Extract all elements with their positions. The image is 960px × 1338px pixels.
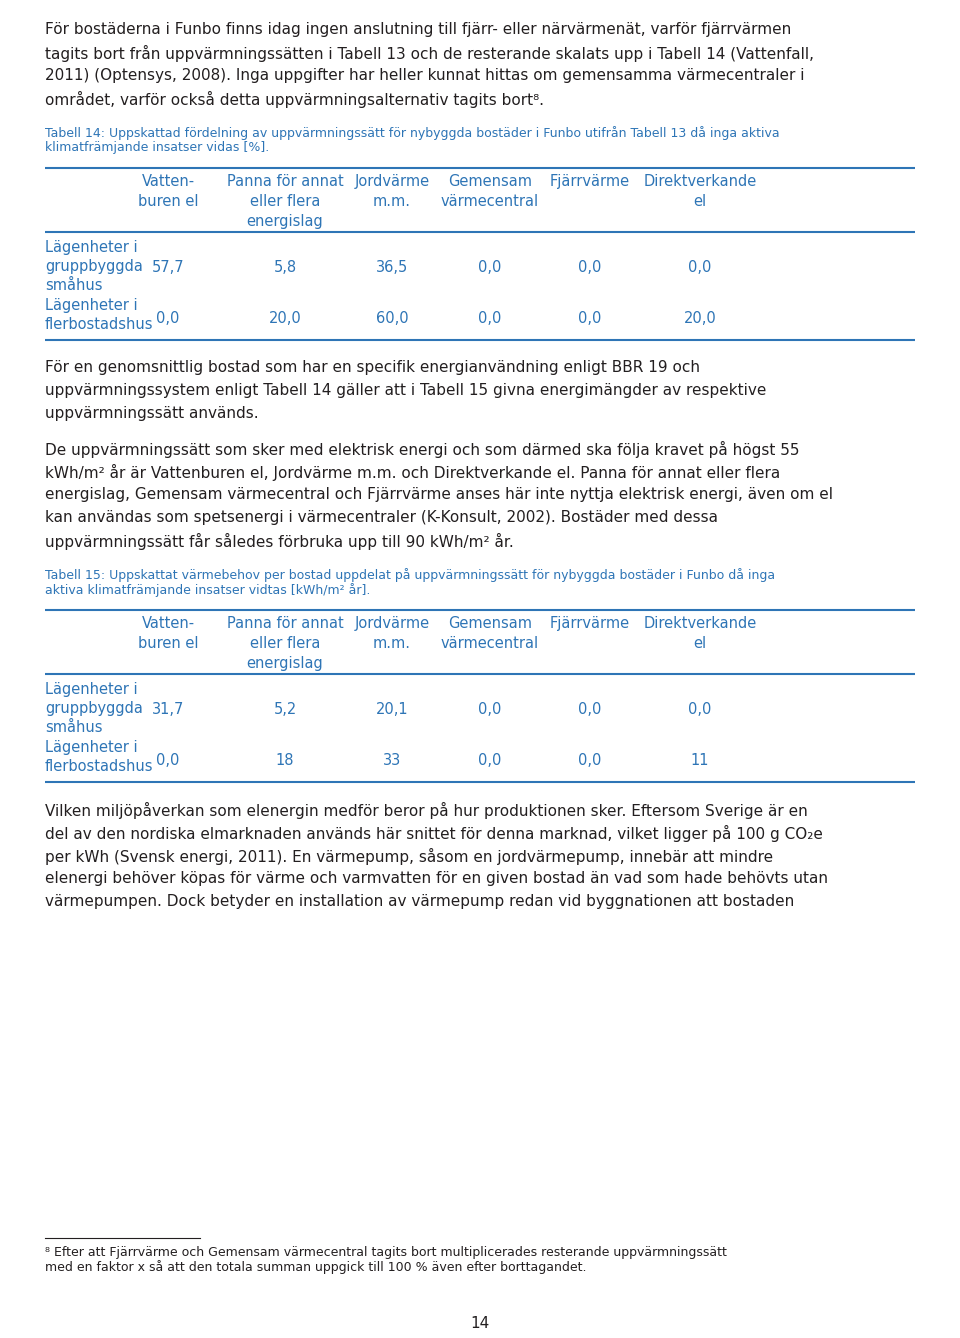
Text: Fjärrvärme: Fjärrvärme [550,615,630,632]
Text: Jordvärme
m.m.: Jordvärme m.m. [354,174,429,209]
Text: uppvärmningssystem enligt Tabell 14 gäller att i Tabell 15 givna energimängder a: uppvärmningssystem enligt Tabell 14 gäll… [45,383,766,397]
Text: Panna för annat
eller flera
energislag: Panna för annat eller flera energislag [227,174,344,229]
Text: del av den nordiska elmarknaden används här snittet för denna marknad, vilket li: del av den nordiska elmarknaden används … [45,826,823,842]
Text: med en faktor x så att den totala summan uppgick till 100 % även efter borttagan: med en faktor x så att den totala summan… [45,1260,587,1274]
Text: De uppvärmningssätt som sker med elektrisk energi och som därmed ska följa krave: De uppvärmningssätt som sker med elektri… [45,442,800,458]
Text: tagits bort från uppvärmningssätten i Tabell 13 och de resterande skalats upp i : tagits bort från uppvärmningssätten i Ta… [45,45,814,62]
Text: uppvärmningssätt får således förbruka upp till 90 kWh/m² år.: uppvärmningssätt får således förbruka up… [45,533,514,550]
Text: 0,0: 0,0 [688,702,711,717]
Text: Tabell 15: Uppskattat värmebehov per bostad uppdelat på uppvärmningssätt för nyb: Tabell 15: Uppskattat värmebehov per bos… [45,569,775,582]
Text: 5,2: 5,2 [274,702,297,717]
Text: aktiva klimatfrämjande insatser vidtas [kWh/m² år].: aktiva klimatfrämjande insatser vidtas [… [45,583,371,597]
Text: Tabell 14: Uppskattad fördelning av uppvärmningssätt för nybyggda bostäder i Fun: Tabell 14: Uppskattad fördelning av uppv… [45,126,780,140]
Text: 33: 33 [383,753,401,768]
Text: 0,0: 0,0 [578,260,602,276]
Text: Lägenheter i
gruppbyggda
småhus: Lägenheter i gruppbyggda småhus [45,240,143,293]
Text: Fjärrvärme: Fjärrvärme [550,174,630,189]
Text: per kWh (Svensk energi, 2011). En värmepump, såsom en jordvärmepump, innebär att: per kWh (Svensk energi, 2011). En värmep… [45,848,773,864]
Text: 0,0: 0,0 [578,753,602,768]
Text: Panna för annat
eller flera
energislag: Panna för annat eller flera energislag [227,615,344,670]
Text: 36,5: 36,5 [376,260,408,276]
Text: 31,7: 31,7 [152,702,184,717]
Text: Jordvärme
m.m.: Jordvärme m.m. [354,615,429,650]
Text: kan användas som spetsenergi i värmecentraler (K-Konsult, 2002). Bostäder med de: kan användas som spetsenergi i värmecent… [45,510,718,524]
Text: 0,0: 0,0 [688,260,711,276]
Text: 2011) (Optensys, 2008). Inga uppgifter har heller kunnat hittas om gemensamma vä: 2011) (Optensys, 2008). Inga uppgifter h… [45,68,804,83]
Text: ⁸ Efter att Fjärrvärme och Gemensam värmecentral tagits bort multiplicerades res: ⁸ Efter att Fjärrvärme och Gemensam värm… [45,1246,727,1259]
Text: Vilken miljöpåverkan som elenergin medför beror på hur produktionen sker. Efters: Vilken miljöpåverkan som elenergin medfö… [45,801,807,819]
Text: elenergi behöver köpas för värme och varmvatten för en given bostad än vad som h: elenergi behöver köpas för värme och var… [45,871,828,886]
Text: värmepumpen. Dock betyder en installation av värmepump redan vid byggnationen at: värmepumpen. Dock betyder en installatio… [45,894,794,909]
Text: 0,0: 0,0 [156,310,180,326]
Text: För bostäderna i Funbo finns idag ingen anslutning till fjärr- eller närvärmenät: För bostäderna i Funbo finns idag ingen … [45,21,791,37]
Text: 0,0: 0,0 [478,702,502,717]
Text: Gemensam
värmecentral: Gemensam värmecentral [441,615,540,650]
Text: energislag, Gemensam värmecentral och Fjärrvärme anses här inte nyttja elektrisk: energislag, Gemensam värmecentral och Fj… [45,487,833,502]
Text: 14: 14 [470,1317,490,1331]
Text: Gemensam
värmecentral: Gemensam värmecentral [441,174,540,209]
Text: 0,0: 0,0 [478,260,502,276]
Text: 0,0: 0,0 [478,753,502,768]
Text: Direktverkande
el: Direktverkande el [643,174,756,209]
Text: 57,7: 57,7 [152,260,184,276]
Text: 0,0: 0,0 [578,310,602,326]
Text: 20,0: 20,0 [684,310,716,326]
Text: 60,0: 60,0 [375,310,408,326]
Text: Direktverkande
el: Direktverkande el [643,615,756,650]
Text: 5,8: 5,8 [274,260,297,276]
Text: 11: 11 [691,753,709,768]
Text: 0,0: 0,0 [578,702,602,717]
Text: området, varför också detta uppvärmningsalternativ tagits bort⁸.: området, varför också detta uppvärmnings… [45,91,544,108]
Text: klimatfrämjande insatser vidas [%].: klimatfrämjande insatser vidas [%]. [45,140,269,154]
Text: 20,1: 20,1 [375,702,408,717]
Text: Lägenheter i
gruppbyggda
småhus: Lägenheter i gruppbyggda småhus [45,682,143,736]
Text: Lägenheter i
flerbostadshus: Lägenheter i flerbostadshus [45,740,154,775]
Text: 0,0: 0,0 [478,310,502,326]
Text: För en genomsnittlig bostad som har en specifik energianvändning enligt BBR 19 o: För en genomsnittlig bostad som har en s… [45,360,700,375]
Text: Vatten-
buren el: Vatten- buren el [137,174,199,209]
Text: kWh/m² år är Vattenburen el, Jordvärme m.m. och Direktverkande el. Panna för ann: kWh/m² år är Vattenburen el, Jordvärme m… [45,464,780,482]
Text: 18: 18 [276,753,295,768]
Text: Lägenheter i
flerbostadshus: Lägenheter i flerbostadshus [45,298,154,332]
Text: uppvärmningssätt används.: uppvärmningssätt används. [45,405,258,421]
Text: Vatten-
buren el: Vatten- buren el [137,615,199,650]
Text: 0,0: 0,0 [156,753,180,768]
Text: 20,0: 20,0 [269,310,301,326]
